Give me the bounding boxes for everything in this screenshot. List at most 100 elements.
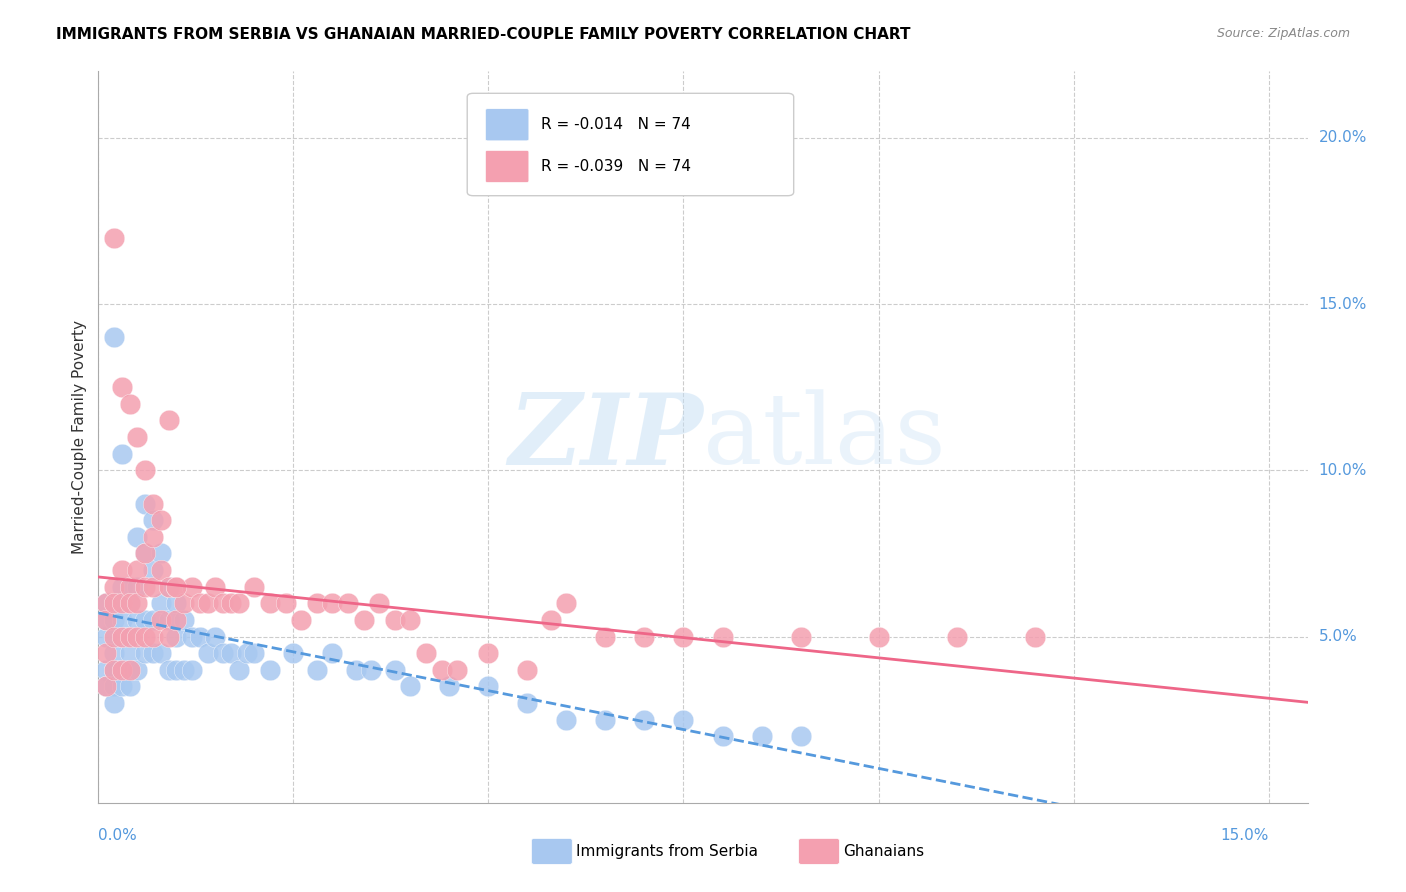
Point: [118, 397, 141, 411]
Point: [711, 729, 734, 743]
Point: [134, 546, 156, 560]
Point: [142, 630, 165, 644]
Point: [118, 596, 141, 610]
Point: [197, 646, 219, 660]
Point: [789, 729, 811, 743]
FancyBboxPatch shape: [485, 151, 529, 183]
Point: [595, 630, 617, 644]
Point: [384, 663, 406, 677]
Point: [165, 580, 187, 594]
Point: [118, 680, 141, 694]
Point: [103, 663, 125, 677]
Point: [204, 580, 226, 594]
Point: [157, 413, 180, 427]
Text: 15.0%: 15.0%: [1220, 828, 1268, 843]
Point: [516, 696, 538, 710]
Point: [368, 596, 391, 610]
Point: [96, 680, 118, 694]
Point: [228, 663, 250, 677]
Point: [446, 663, 468, 677]
Point: [384, 613, 406, 627]
Point: [134, 580, 156, 594]
Point: [633, 630, 655, 644]
Point: [399, 613, 422, 627]
Point: [415, 646, 437, 660]
Point: [111, 580, 134, 594]
Point: [228, 596, 250, 610]
Point: [134, 497, 156, 511]
Point: [633, 713, 655, 727]
Point: [344, 663, 367, 677]
Point: [142, 580, 165, 594]
Point: [127, 530, 149, 544]
Point: [243, 646, 266, 660]
Point: [672, 713, 695, 727]
Point: [430, 663, 453, 677]
Point: [134, 630, 156, 644]
Point: [127, 580, 149, 594]
Point: [188, 596, 211, 610]
Point: [103, 663, 125, 677]
Text: R = -0.014   N = 74: R = -0.014 N = 74: [541, 117, 690, 132]
Point: [118, 663, 141, 677]
Point: [103, 646, 125, 660]
Point: [945, 630, 967, 644]
Point: [149, 596, 172, 610]
FancyBboxPatch shape: [485, 109, 529, 141]
Point: [477, 680, 499, 694]
Point: [157, 580, 180, 594]
Point: [111, 380, 134, 394]
Point: [477, 646, 499, 660]
Point: [142, 513, 165, 527]
Point: [111, 630, 134, 644]
Point: [672, 630, 695, 644]
Point: [181, 580, 204, 594]
Point: [555, 713, 578, 727]
Point: [118, 630, 141, 644]
Point: [165, 630, 187, 644]
Text: ZIP: ZIP: [508, 389, 703, 485]
Point: [134, 463, 156, 477]
Point: [111, 680, 134, 694]
Point: [118, 646, 141, 660]
Point: [111, 596, 134, 610]
Point: [360, 663, 382, 677]
Point: [103, 330, 125, 344]
Point: [353, 613, 375, 627]
Point: [259, 596, 281, 610]
Text: R = -0.039   N = 74: R = -0.039 N = 74: [541, 159, 690, 174]
Text: 20.0%: 20.0%: [1319, 130, 1367, 145]
Point: [235, 646, 257, 660]
Point: [173, 613, 195, 627]
Y-axis label: Married-Couple Family Poverty: Married-Couple Family Poverty: [72, 320, 87, 554]
Text: atlas: atlas: [703, 389, 946, 485]
Point: [149, 563, 172, 577]
Point: [149, 613, 172, 627]
Point: [165, 580, 187, 594]
Point: [103, 613, 125, 627]
Point: [103, 596, 125, 610]
Point: [118, 663, 141, 677]
Point: [283, 646, 305, 660]
Point: [274, 596, 297, 610]
Point: [142, 497, 165, 511]
Point: [127, 563, 149, 577]
Point: [157, 613, 180, 627]
Point: [118, 630, 141, 644]
Point: [204, 630, 226, 644]
Text: Immigrants from Serbia: Immigrants from Serbia: [576, 845, 758, 859]
Point: [134, 646, 156, 660]
Point: [103, 680, 125, 694]
Point: [305, 663, 328, 677]
Point: [165, 596, 187, 610]
Point: [259, 663, 281, 677]
Point: [868, 630, 890, 644]
Point: [157, 663, 180, 677]
Point: [142, 530, 165, 544]
Point: [118, 580, 141, 594]
Point: [111, 630, 134, 644]
Point: [127, 430, 149, 444]
Point: [181, 630, 204, 644]
Text: 15.0%: 15.0%: [1319, 297, 1367, 311]
Text: 0.0%: 0.0%: [98, 828, 138, 843]
